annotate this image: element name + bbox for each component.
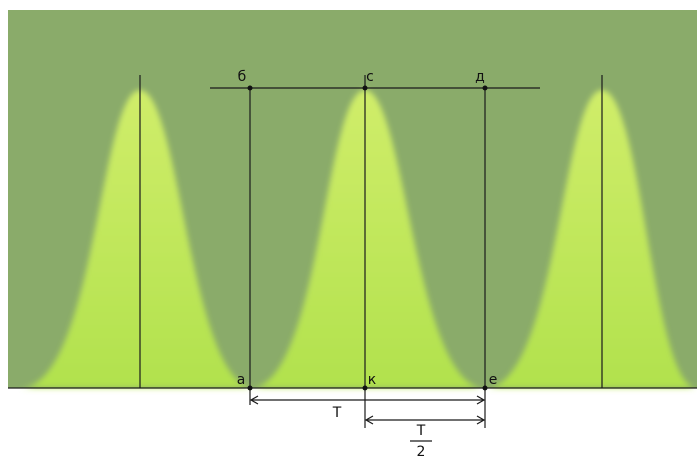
point [363,86,368,91]
period-label: T [332,405,342,421]
point-label: б [238,69,247,85]
point [248,386,253,391]
oscillogram-diagram: б с д а к е T T 2 [0,0,697,459]
waveform [20,90,697,388]
point-label: е [489,372,498,388]
point-label: с [366,69,374,85]
point [483,86,488,91]
point-label: д [475,69,485,85]
half-period-denominator: 2 [417,444,426,459]
point [483,386,488,391]
half-period-numerator: T [416,423,426,439]
point [363,386,368,391]
point [248,86,253,91]
point-label: а [237,372,246,388]
point-label: к [368,372,376,388]
